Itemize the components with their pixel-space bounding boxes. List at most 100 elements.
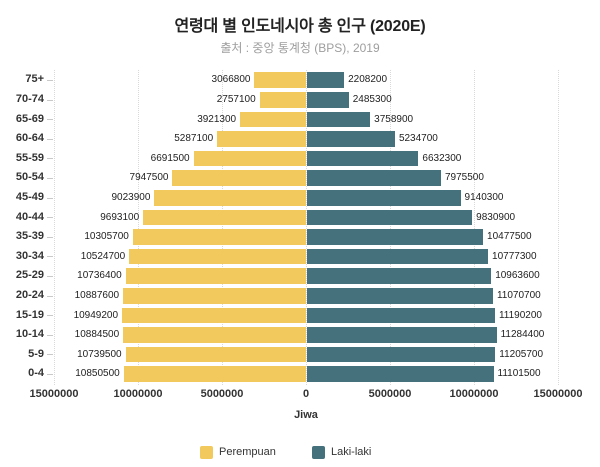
age-axis-label: 30-34 (15, 249, 44, 262)
value-label-laki-laki: 5234700 (398, 133, 438, 145)
gridline (558, 70, 559, 385)
bar-perempuan[interactable] (132, 229, 306, 245)
value-label-laki-laki: 11101500 (497, 368, 541, 380)
x-tick-label: 5000000 (368, 388, 412, 400)
age-axis-label: 50-54 (15, 171, 44, 184)
value-label-laki-laki: 2208200 (348, 74, 388, 86)
value-label-perempuan: 10887600 (74, 290, 120, 301)
age-axis-label: 45-49 (15, 191, 44, 203)
value-label-laki-laki: 2485300 (352, 94, 392, 105)
bar-perempuan[interactable] (193, 150, 306, 167)
gridline (222, 70, 223, 385)
gridline (474, 70, 475, 385)
gridline (306, 70, 307, 385)
bar-perempuan[interactable] (172, 170, 306, 186)
value-label-laki-laki: 11205700 (499, 348, 543, 360)
bar-laki-laki[interactable] (307, 170, 441, 186)
value-label-laki-laki: 7975500 (444, 172, 484, 184)
y-axis-tick (47, 197, 53, 199)
gridline (54, 70, 55, 385)
value-label-perempuan: 5287100 (174, 133, 214, 145)
y-axis-tick (47, 99, 53, 101)
bar-laki-laki[interactable] (307, 366, 494, 382)
legend-label-laki-laki: Laki-laki (331, 446, 372, 458)
age-axis-label: 25-29 (15, 269, 44, 282)
x-axis-title: Jiwa (294, 409, 318, 421)
value-label-laki-laki: 11070700 (496, 290, 541, 301)
y-axis-tick (47, 373, 53, 375)
value-label-perempuan: 3921300 (197, 113, 237, 125)
legend-marker-perempuan-icon (200, 445, 213, 459)
x-tick-label: 15000000 (29, 388, 79, 400)
legend-item-perempuan[interactable]: Perempuan (200, 445, 276, 459)
y-axis-tick (47, 158, 53, 160)
value-label-laki-laki: 10777300 (492, 250, 537, 262)
value-label-laki-laki: 10963600 (495, 270, 540, 282)
chart-subtitle: 출처 : 중앙 통계청 (BPS), 2019 (220, 41, 380, 55)
age-axis-label: 20-24 (15, 289, 44, 301)
bar-laki-laki[interactable] (307, 92, 349, 108)
x-tick-label: 10000000 (449, 388, 499, 400)
bar-laki-laki[interactable] (307, 327, 497, 343)
bar-laki-laki[interactable] (307, 288, 493, 304)
value-label-laki-laki: 3758900 (374, 113, 414, 125)
y-axis-tick (47, 275, 53, 277)
bar-perempuan[interactable] (154, 190, 306, 206)
y-axis-tick (47, 177, 53, 179)
bar-perempuan[interactable] (259, 92, 306, 108)
value-label-perempuan: 10850500 (75, 368, 120, 380)
age-axis-label: 60-64 (15, 132, 44, 145)
value-label-perempuan: 10884500 (74, 329, 120, 341)
y-axis-tick (47, 79, 53, 81)
value-label-perempuan: 10524700 (80, 250, 126, 262)
value-label-perempuan: 6691500 (150, 152, 190, 164)
bar-perempuan[interactable] (125, 268, 306, 284)
bar-perempuan[interactable] (123, 288, 306, 304)
y-axis-tick (47, 236, 53, 238)
bar-laki-laki[interactable] (307, 307, 495, 324)
legend-item-laki-laki[interactable]: Laki-laki (312, 445, 371, 459)
age-axis-label: 5-9 (28, 347, 44, 360)
value-label-perempuan: 7947500 (129, 172, 169, 184)
value-label-laki-laki: 11190200 (498, 309, 542, 321)
bar-laki-laki[interactable] (307, 346, 496, 363)
value-label-perempuan: 3066800 (211, 74, 251, 86)
chart-title: 연령대 별 인도네시아 총 인구 (2020E) (174, 18, 426, 35)
bar-laki-laki[interactable] (307, 268, 492, 284)
x-tick-label: 5000000 (200, 388, 244, 400)
value-label-perempuan: 10949200 (73, 309, 119, 321)
legend-label-perempuan: Perempuan (219, 446, 276, 458)
bar-laki-laki[interactable] (307, 131, 395, 147)
bar-perempuan[interactable] (123, 327, 306, 343)
x-tick-label: 10000000 (113, 388, 163, 400)
bar-perempuan[interactable] (240, 111, 306, 128)
age-axis-label: 35-39 (15, 230, 44, 243)
bar-laki-laki[interactable] (307, 229, 484, 245)
gridline (138, 70, 139, 385)
x-tick-label: 0 (302, 388, 310, 400)
bar-laki-laki[interactable] (307, 111, 371, 128)
bar-laki-laki[interactable] (307, 209, 473, 226)
bar-perempuan[interactable] (129, 248, 306, 265)
bar-perempuan[interactable] (123, 366, 306, 382)
y-axis-tick (47, 315, 53, 317)
age-axis-label: 55-59 (15, 151, 44, 164)
bar-perempuan[interactable] (143, 209, 306, 226)
bar-laki-laki[interactable] (307, 190, 461, 206)
bar-perempuan[interactable] (125, 346, 306, 363)
y-axis-tick (47, 295, 53, 297)
value-label-perempuan: 9023900 (111, 192, 151, 203)
bar-perempuan[interactable] (217, 131, 306, 147)
value-label-perempuan: 10736400 (77, 270, 122, 282)
age-axis-label: 0-4 (28, 367, 44, 380)
bar-perempuan[interactable] (122, 307, 306, 324)
bar-laki-laki[interactable] (307, 150, 419, 167)
age-axis-label: 65-69 (15, 112, 44, 125)
bar-perempuan[interactable] (254, 72, 306, 88)
bar-laki-laki[interactable] (307, 72, 345, 88)
y-axis-tick (47, 334, 53, 336)
value-label-perempuan: 2757100 (216, 94, 256, 105)
bar-laki-laki[interactable] (307, 248, 489, 265)
y-axis-tick (47, 256, 53, 258)
value-label-laki-laki: 6632300 (422, 152, 462, 164)
